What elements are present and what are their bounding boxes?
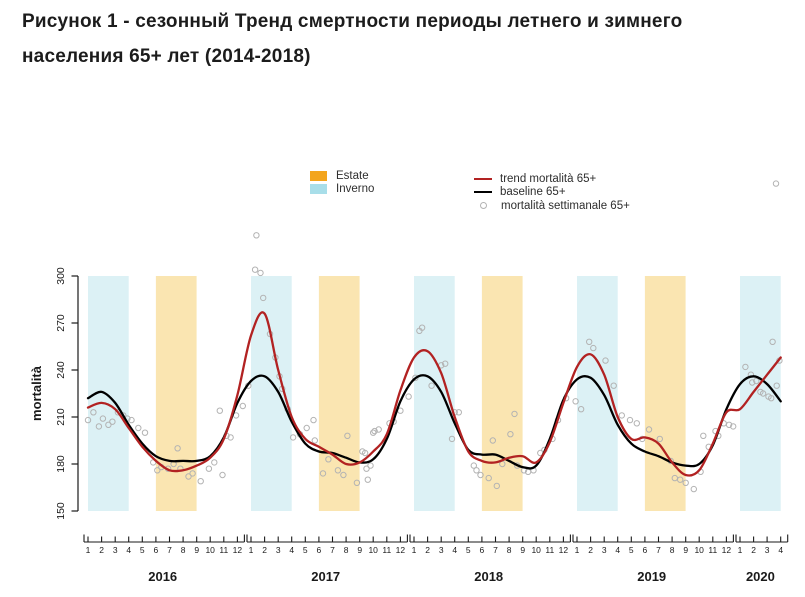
svg-text:1: 1 bbox=[575, 545, 580, 555]
trend-line bbox=[86, 311, 782, 477]
legend-row-trend: trend mortalità 65+ bbox=[474, 172, 630, 186]
svg-text:4: 4 bbox=[452, 545, 457, 555]
svg-text:10: 10 bbox=[531, 545, 541, 555]
weekly-label: mortalità settimanale 65+ bbox=[501, 199, 630, 212]
svg-text:7: 7 bbox=[656, 545, 661, 555]
svg-text:2017: 2017 bbox=[311, 569, 340, 584]
legend-row-weekly: mortalità settimanale 65+ bbox=[474, 199, 630, 213]
baseline-line bbox=[86, 374, 782, 470]
svg-text:8: 8 bbox=[181, 545, 186, 555]
figure-title: Рисунок 1 - сезонный Тренд смертности пе… bbox=[22, 4, 782, 74]
legend-row-estate: Estate bbox=[310, 169, 374, 183]
chart-legend-bands: Estate Inverno bbox=[310, 169, 374, 196]
svg-text:2018: 2018 bbox=[474, 569, 503, 584]
svg-text:240: 240 bbox=[55, 361, 67, 379]
trend-label: trend mortalità 65+ bbox=[500, 172, 597, 185]
svg-text:4: 4 bbox=[126, 545, 131, 555]
x-axis bbox=[83, 534, 789, 543]
legend-row-baseline: baseline 65+ bbox=[474, 186, 630, 200]
estate-swatch bbox=[310, 170, 327, 181]
svg-text:5: 5 bbox=[466, 545, 471, 555]
svg-text:2020: 2020 bbox=[746, 569, 775, 584]
y-axis-tick-labels: 150 180 210 240 270 300 bbox=[55, 267, 67, 520]
svg-text:10: 10 bbox=[205, 545, 215, 555]
svg-text:8: 8 bbox=[670, 545, 675, 555]
svg-text:11: 11 bbox=[545, 545, 554, 555]
svg-text:12: 12 bbox=[233, 545, 243, 555]
svg-text:2: 2 bbox=[588, 545, 593, 555]
svg-text:2: 2 bbox=[262, 545, 267, 555]
svg-text:5: 5 bbox=[303, 545, 308, 555]
svg-text:3: 3 bbox=[276, 545, 281, 555]
svg-text:11: 11 bbox=[219, 545, 228, 555]
svg-text:210: 210 bbox=[55, 408, 67, 426]
x-axis-month-labels: 1 2 3 4 5 6 7 8 9 10 11 12 1 2 3 4 5 6 7 8 9 10 11 12 1 2 3 4 5 6 7 8 9 1… bbox=[86, 545, 784, 555]
svg-text:270: 270 bbox=[55, 314, 67, 332]
svg-text:4: 4 bbox=[778, 545, 783, 555]
svg-text:6: 6 bbox=[317, 545, 322, 555]
trend-line-sample-icon bbox=[474, 177, 492, 180]
figure-title-line2: населения 65+ лет (2014-2018) bbox=[22, 46, 311, 67]
svg-text:12: 12 bbox=[396, 545, 406, 555]
figure-title-line1: Рисунок 1 - сезонный Тренд смертности пе… bbox=[22, 11, 683, 32]
svg-text:2: 2 bbox=[425, 545, 430, 555]
svg-text:3: 3 bbox=[602, 545, 607, 555]
baseline-label: baseline 65+ bbox=[500, 186, 566, 199]
chart-legend-series: trend mortalità 65+ baseline 65+ mortali… bbox=[474, 172, 630, 213]
svg-text:2: 2 bbox=[751, 545, 756, 555]
svg-text:9: 9 bbox=[194, 545, 199, 555]
svg-text:12: 12 bbox=[559, 545, 569, 555]
svg-text:11: 11 bbox=[382, 545, 391, 555]
y-axis bbox=[71, 275, 79, 512]
svg-text:3: 3 bbox=[439, 545, 444, 555]
estate-label: Estate bbox=[336, 169, 369, 182]
svg-text:7: 7 bbox=[330, 545, 335, 555]
baseline-line-sample-icon bbox=[474, 191, 492, 194]
inverno-label: Inverno bbox=[336, 183, 375, 196]
svg-text:2016: 2016 bbox=[148, 569, 177, 584]
svg-text:1: 1 bbox=[412, 545, 417, 555]
svg-text:10: 10 bbox=[368, 545, 378, 555]
svg-text:10: 10 bbox=[694, 545, 704, 555]
svg-text:7: 7 bbox=[167, 545, 172, 555]
svg-text:9: 9 bbox=[520, 545, 525, 555]
svg-text:3: 3 bbox=[765, 545, 770, 555]
svg-text:8: 8 bbox=[344, 545, 349, 555]
svg-text:9: 9 bbox=[683, 545, 688, 555]
svg-text:6: 6 bbox=[643, 545, 648, 555]
y-axis-title: mortalità bbox=[29, 365, 44, 421]
svg-text:1: 1 bbox=[249, 545, 254, 555]
svg-text:7: 7 bbox=[493, 545, 498, 555]
x-axis-year-labels: 2016 2017 2018 2019 2020 bbox=[148, 569, 775, 584]
svg-text:8: 8 bbox=[507, 545, 512, 555]
legend-row-inverno: Inverno bbox=[310, 183, 374, 197]
inverno-swatch bbox=[310, 184, 327, 195]
svg-text:12: 12 bbox=[722, 545, 732, 555]
svg-text:9: 9 bbox=[357, 545, 362, 555]
winter-bands bbox=[88, 276, 781, 511]
svg-text:5: 5 bbox=[140, 545, 145, 555]
svg-text:11: 11 bbox=[708, 545, 717, 555]
svg-text:1: 1 bbox=[86, 545, 91, 555]
svg-text:4: 4 bbox=[615, 545, 620, 555]
svg-text:180: 180 bbox=[55, 455, 67, 473]
svg-text:150: 150 bbox=[55, 502, 67, 520]
svg-text:4: 4 bbox=[289, 545, 294, 555]
weekly-point-sample-icon bbox=[480, 202, 487, 210]
svg-text:2019: 2019 bbox=[637, 569, 666, 584]
svg-text:3: 3 bbox=[113, 545, 118, 555]
svg-text:5: 5 bbox=[629, 545, 634, 555]
svg-text:300: 300 bbox=[55, 267, 67, 285]
svg-text:2: 2 bbox=[99, 545, 104, 555]
svg-text:1: 1 bbox=[738, 545, 743, 555]
svg-text:6: 6 bbox=[154, 545, 159, 555]
svg-text:6: 6 bbox=[480, 545, 485, 555]
